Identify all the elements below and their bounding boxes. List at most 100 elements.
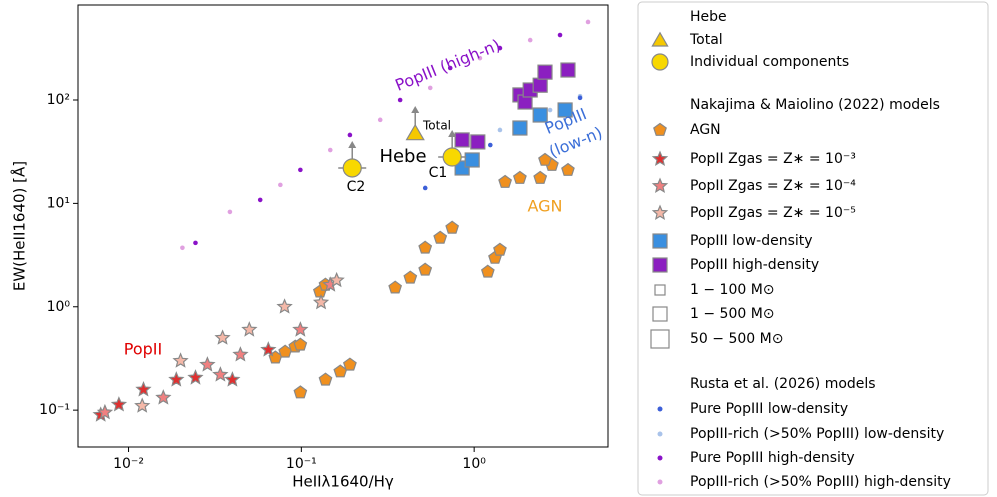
- x-tick-label: 10⁰: [462, 456, 486, 472]
- legend-label: PopIII low-density: [690, 233, 813, 249]
- data-point: [487, 142, 493, 148]
- data-point: [498, 174, 513, 188]
- data-point: [328, 271, 345, 288]
- data-point: [199, 356, 216, 372]
- x-tick-label: 10⁻²: [113, 456, 144, 472]
- y-axis-label: EW(HeII1640) [Å]: [10, 161, 29, 291]
- data-point: [447, 65, 453, 71]
- data-point: [187, 369, 204, 385]
- data-point: [293, 385, 308, 399]
- legend-marker: [657, 455, 663, 461]
- data-point: [276, 298, 293, 314]
- arrow-head: [448, 130, 457, 138]
- data-point: [532, 107, 548, 123]
- data-point: [224, 371, 241, 387]
- data-point: [110, 396, 128, 412]
- data-point: [214, 329, 231, 345]
- data-point: [172, 352, 189, 368]
- data-point: [257, 197, 263, 203]
- plot-frame: [77, 4, 609, 448]
- data-point: [327, 147, 333, 153]
- data-point: [342, 357, 357, 371]
- data-point: [557, 32, 563, 38]
- data-point: [292, 321, 309, 337]
- annotation: C1: [429, 165, 448, 181]
- y-tick-label: 10⁰: [47, 299, 71, 315]
- legend-label: PopII Zgas = Z∗ = 10⁻³: [690, 151, 856, 167]
- data-point: [278, 182, 283, 188]
- legend-marker: [651, 31, 669, 47]
- legend-marker: [651, 53, 669, 71]
- annotation: C2: [347, 179, 366, 195]
- data-point: [312, 293, 330, 310]
- annotation: Total: [422, 119, 451, 133]
- legend-marker: [652, 257, 668, 273]
- legend-marker: [652, 233, 668, 249]
- data-point: [454, 132, 470, 148]
- data-point: [433, 230, 448, 244]
- data-point: [134, 397, 151, 413]
- annotation: Hebe: [379, 146, 426, 167]
- data-point: [577, 95, 583, 101]
- data-point: [193, 240, 198, 246]
- data-point: [293, 337, 308, 351]
- legend-label: AGN: [690, 122, 721, 138]
- legend-marker: [654, 284, 666, 296]
- annotation: PopII: [124, 340, 162, 359]
- data-point: [212, 366, 229, 382]
- legend-label: 50 − 500 M⊙: [690, 331, 783, 347]
- legend-marker: [650, 329, 670, 349]
- annotation: PopIII (high-n): [392, 35, 503, 94]
- legend-title: Rusta et al. (2026) models: [690, 376, 876, 392]
- legend-label: Pure PopIII low-density: [690, 401, 848, 417]
- data-point: [422, 185, 428, 191]
- legend-frame: [637, 1, 989, 496]
- data-point: [388, 280, 403, 294]
- legend-marker: [651, 150, 669, 166]
- data-point: [464, 152, 480, 168]
- data-point: [537, 64, 553, 80]
- data-point: [347, 132, 353, 138]
- data-point: [512, 120, 528, 136]
- legend-label: PopII Zgas = Z∗ = 10⁻⁴: [690, 178, 856, 194]
- legend-marker: [651, 204, 669, 220]
- legend-label: PopIII-rich (>50% PopIII) low-density: [690, 426, 944, 442]
- data-point: [260, 341, 277, 357]
- data-point: [533, 170, 548, 184]
- data-point: [318, 372, 333, 386]
- data-point: [427, 85, 433, 91]
- legend-title: Hebe: [690, 9, 727, 25]
- legend-label: 1 − 100 M⊙: [690, 282, 775, 298]
- y-tick-label: 10²: [47, 92, 70, 108]
- arrow-head: [411, 105, 420, 113]
- data-point: [561, 162, 575, 176]
- legend-label: PopIII high-density: [690, 257, 819, 273]
- x-axis-label: HeIIλ1640/Hγ: [292, 473, 394, 491]
- data-point: [480, 264, 495, 278]
- x-tick-label: 10⁻¹: [286, 456, 317, 472]
- data-point: [227, 209, 233, 215]
- data-point: [547, 107, 553, 113]
- data-point: [477, 55, 483, 61]
- legend-label: 1 − 500 M⊙: [690, 306, 775, 322]
- data-point: [377, 117, 383, 123]
- data-point: [538, 152, 552, 166]
- data-point: [418, 240, 433, 254]
- data-point: [527, 37, 533, 43]
- legend-label: PopIII-rich (>50% PopIII) high-density: [690, 474, 951, 490]
- data-point: [397, 97, 403, 103]
- legend-label: PopII Zgas = Z∗ = 10⁻⁵: [690, 205, 856, 221]
- annotation: AGN: [527, 197, 562, 216]
- data-point: [560, 62, 576, 78]
- data-point: [445, 220, 460, 234]
- legend-marker: [657, 431, 663, 437]
- legend-label: Individual components: [690, 54, 849, 70]
- legend-marker: [653, 122, 667, 136]
- legend-marker: [657, 479, 663, 485]
- data-point: [557, 102, 573, 118]
- data-point: [298, 167, 303, 173]
- data-point: [168, 371, 185, 387]
- data-point: [585, 19, 591, 25]
- legend-label: Total: [689, 32, 723, 48]
